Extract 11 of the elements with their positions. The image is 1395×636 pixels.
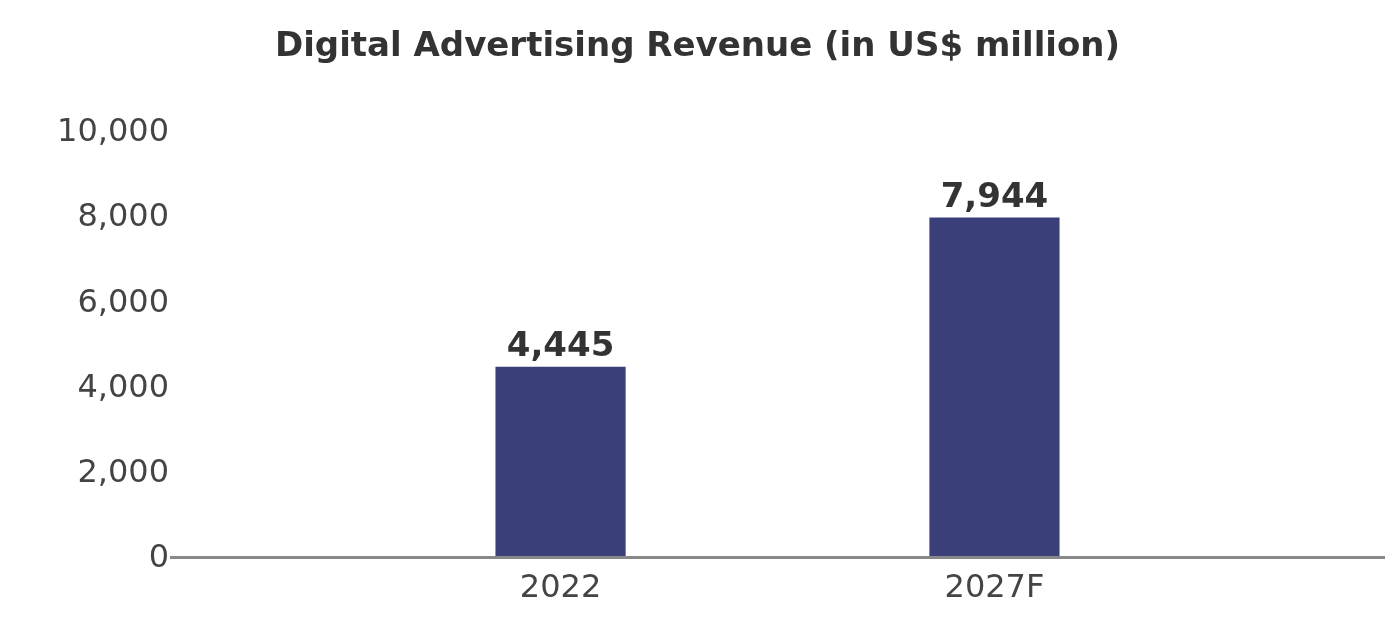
y-tick-label: 6,000 [77,281,169,320]
y-tick-label: 4,000 [77,366,169,405]
y-tick-label: 10,000 [57,111,169,150]
data-label: 4,445 [506,323,615,364]
chart-title: Digital Advertising Revenue (in US$ million) [274,23,1121,64]
y-tick-label: 8,000 [77,196,169,235]
x-tick-label: 2022 [519,567,602,606]
data-label: 7,944 [940,174,1049,215]
y-tick-label: 0 [148,537,169,576]
y-tick-label: 2,000 [77,452,169,490]
x-tick-label: 2027F [944,567,1045,606]
